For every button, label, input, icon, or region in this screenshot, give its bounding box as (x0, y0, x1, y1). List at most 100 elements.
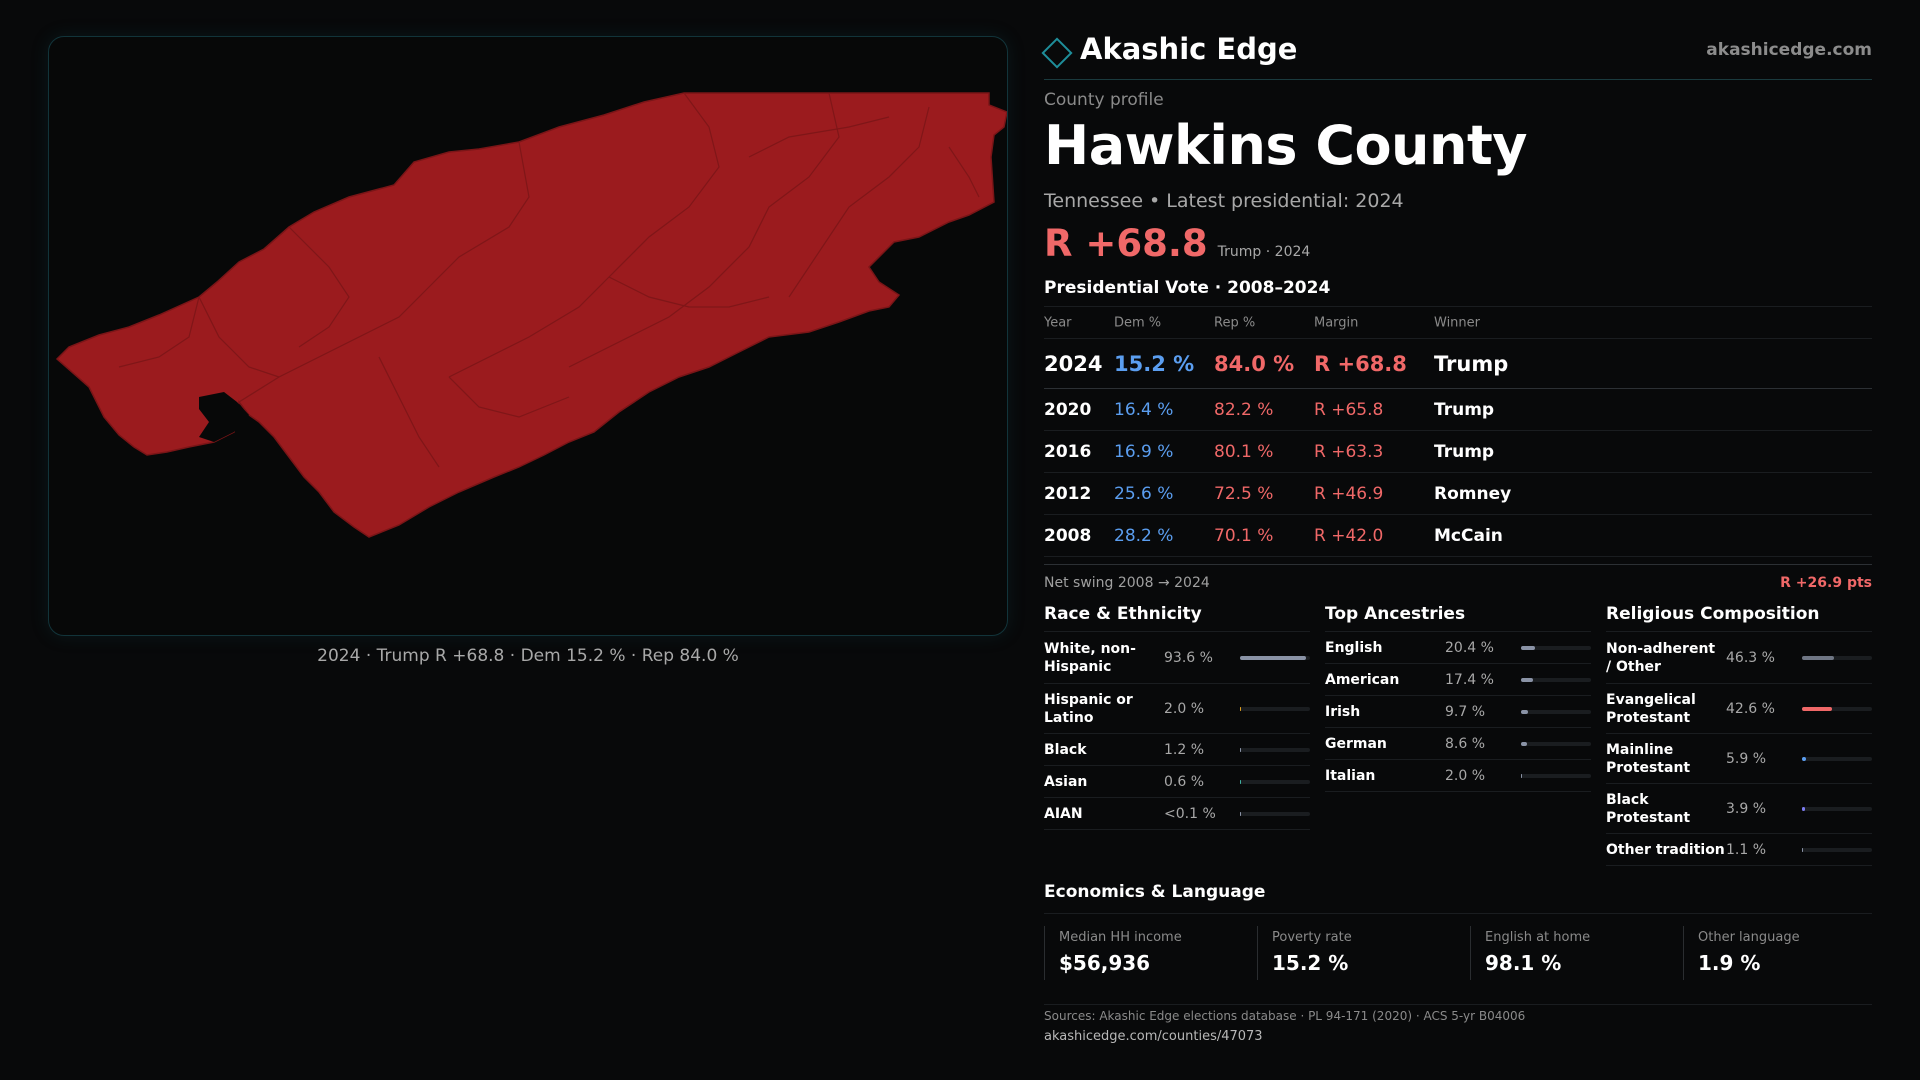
row-rep: 80.1 % (1214, 441, 1274, 462)
row-winner: McCain (1434, 525, 1503, 546)
religion-bar (1802, 806, 1872, 811)
religion-label: Non-adherent / Other (1606, 640, 1716, 675)
race-value: 93.6 % (1164, 649, 1213, 666)
race-label: White, non-Hispanic (1044, 640, 1136, 675)
race-bar-fill (1240, 655, 1306, 660)
row-margin: R +63.3 (1314, 441, 1384, 462)
table-row[interactable]: 2016 16.9 % 80.1 % R +63.3 Trump (1044, 431, 1872, 473)
row-year: 2020 (1044, 399, 1092, 420)
profile-panel: Akashic Edge akashicedge.com County prof… (1041, 0, 1872, 1080)
race-bar (1240, 655, 1310, 660)
stat-value: 1.9 % (1698, 951, 1761, 975)
religion-section-title: Religious Composition (1606, 600, 1872, 632)
header-dem: Dem % (1114, 315, 1162, 330)
religion-label: Other tradition (1606, 841, 1725, 858)
religion-bar-fill (1802, 756, 1807, 761)
sources-footer: Sources: Akashic Edge elections database… (1044, 1004, 1872, 1044)
stat-card-english: English at home 98.1 % (1470, 926, 1677, 980)
stat-label: Median HH income (1059, 930, 1182, 945)
ancestry-value: 20.4 % (1445, 639, 1494, 656)
economics-section-title: Economics & Language (1044, 882, 1872, 914)
ancestry-value: 2.0 % (1445, 767, 1486, 784)
list-item: Non-adherent / Other 46.3 % (1606, 632, 1872, 684)
header-year: Year (1044, 315, 1072, 330)
row-margin: R +68.8 (1314, 351, 1407, 376)
list-item: English 20.4 % (1325, 632, 1591, 664)
list-item: Asian 0.6 % (1044, 766, 1310, 798)
list-item: Black 1.2 % (1044, 734, 1310, 766)
ancestry-section: Top Ancestries English 20.4 % American 1… (1325, 600, 1591, 792)
race-value: 0.6 % (1164, 773, 1205, 790)
row-margin: R +46.9 (1314, 483, 1384, 504)
table-row[interactable]: 2008 28.2 % 70.1 % R +42.0 McCain (1044, 515, 1872, 557)
race-label: Hispanic or Latino (1044, 691, 1133, 726)
row-dem: 16.9 % (1114, 441, 1174, 462)
ancestry-bar (1521, 709, 1591, 714)
stat-value: 15.2 % (1272, 951, 1349, 975)
net-swing-value: R +26.9 pts (1780, 575, 1872, 591)
stat-card-poverty: Poverty rate 15.2 % (1257, 926, 1464, 980)
brand-url-link[interactable]: akashicedge.com (1706, 40, 1872, 60)
race-bar (1240, 811, 1310, 816)
ancestry-bar (1521, 741, 1591, 746)
list-item: Mainline Protestant 5.9 % (1606, 734, 1872, 784)
table-row[interactable]: 2024 15.2 % 84.0 % R +68.8 Trump (1044, 339, 1872, 389)
brand-name[interactable]: Akashic Edge (1080, 32, 1298, 66)
stat-label: Poverty rate (1272, 930, 1352, 945)
religion-value: 42.6 % (1726, 700, 1775, 717)
table-row[interactable]: 2020 16.4 % 82.2 % R +65.8 Trump (1044, 389, 1872, 431)
religion-bar (1802, 655, 1872, 660)
row-year: 2024 (1044, 351, 1103, 376)
religion-value: 5.9 % (1726, 750, 1767, 767)
religion-bar (1802, 756, 1872, 761)
row-winner: Trump (1434, 441, 1495, 462)
county-map-panel[interactable] (48, 36, 1008, 636)
economics-grid: Median HH income $56,936 Poverty rate 15… (1044, 926, 1872, 980)
religion-section: Religious Composition Non-adherent / Oth… (1606, 600, 1872, 866)
race-section: Race & Ethnicity White, non-Hispanic 93.… (1044, 600, 1310, 830)
list-item: Other tradition 1.1 % (1606, 834, 1872, 866)
race-bar (1240, 706, 1310, 711)
row-dem: 25.6 % (1114, 483, 1174, 504)
stat-card-other-language: Other language 1.9 % (1683, 926, 1890, 980)
stat-value: 98.1 % (1485, 951, 1562, 975)
river-inlet (199, 392, 249, 442)
row-margin: R +65.8 (1314, 399, 1384, 420)
county-permalink[interactable]: akashicedge.com/counties/47073 (1044, 1029, 1263, 1044)
race-value: 1.2 % (1164, 741, 1205, 758)
race-bar (1240, 747, 1310, 752)
list-item: Irish 9.7 % (1325, 696, 1591, 728)
row-rep: 70.1 % (1214, 525, 1274, 546)
net-swing: Net swing 2008 → 2024 R +26.9 pts (1044, 564, 1872, 600)
profile-subline: Tennessee • Latest presidential: 2024 (1044, 190, 1404, 212)
row-year: 2008 (1044, 525, 1092, 546)
row-dem: 15.2 % (1114, 351, 1195, 376)
row-rep: 72.5 % (1214, 483, 1274, 504)
list-item: Black Protestant 3.9 % (1606, 784, 1872, 834)
stat-card-income: Median HH income $56,936 (1044, 926, 1251, 980)
row-dem: 28.2 % (1114, 525, 1174, 546)
race-bar-fill (1240, 747, 1242, 752)
ancestry-value: 9.7 % (1445, 703, 1486, 720)
list-item: Italian 2.0 % (1325, 760, 1591, 792)
header-margin: Margin (1314, 315, 1359, 330)
religion-bar-fill (1802, 806, 1805, 811)
stat-value: $56,936 (1059, 951, 1151, 975)
header-rep: Rep % (1214, 315, 1256, 330)
row-margin: R +42.0 (1314, 525, 1384, 546)
religion-label: Mainline Protestant (1606, 741, 1691, 776)
ancestry-value: 8.6 % (1445, 735, 1486, 752)
religion-bar (1802, 706, 1872, 711)
county-map[interactable] (49, 37, 1008, 636)
religion-label: Evangelical Protestant (1606, 691, 1696, 726)
table-row[interactable]: 2012 25.6 % 72.5 % R +46.9 Romney (1044, 473, 1872, 515)
brand-bar: Akashic Edge akashicedge.com (1041, 30, 1872, 80)
header-winner: Winner (1434, 315, 1481, 330)
race-value: 2.0 % (1164, 700, 1205, 717)
row-rep: 82.2 % (1214, 399, 1274, 420)
row-winner: Trump (1434, 351, 1509, 376)
row-dem: 16.4 % (1114, 399, 1174, 420)
headline-margin: R +68.8 Trump · 2024 (1044, 222, 1310, 265)
ancestry-label: German (1325, 735, 1387, 752)
county-shape[interactable] (55, 92, 1007, 538)
